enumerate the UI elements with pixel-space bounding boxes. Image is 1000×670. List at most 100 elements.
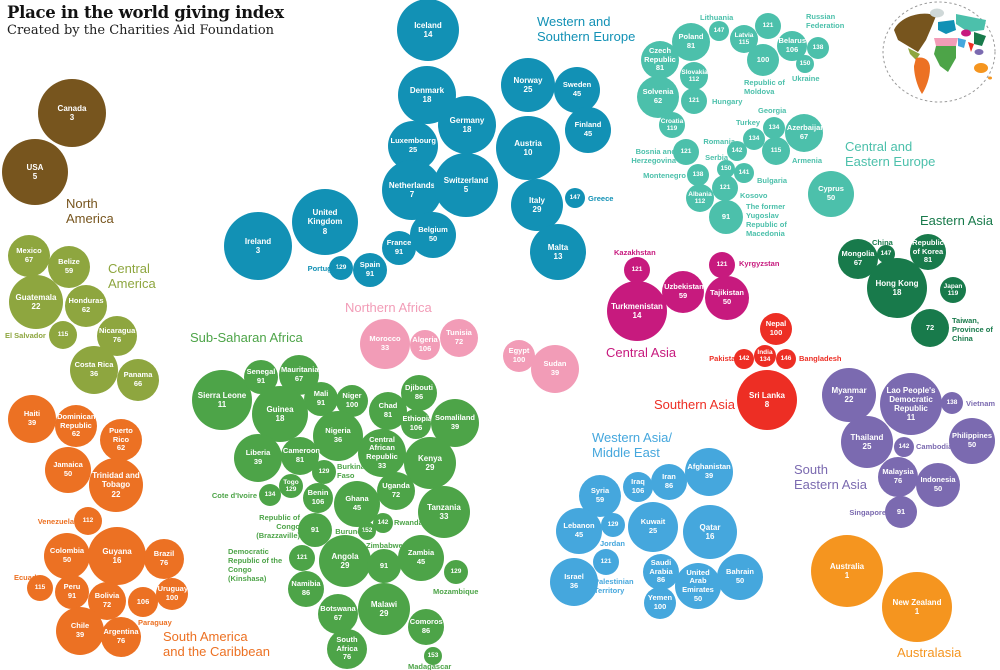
label-bulgaria: Bulgaria [757,176,788,185]
region-label-southern-asia: Southern Asia [654,397,735,412]
bubble-austria: Austria 10 [496,116,560,180]
bubble-australia: Australia 1 [811,535,883,607]
label-china: China [872,238,893,247]
label-montenegro: Montenegro [643,171,686,180]
bubble-sweden: Sweden 45 [554,67,600,113]
bubble-unlabeled: 121 [755,13,781,39]
bubble-albania: Albania 112 [686,184,714,212]
bubble-norway: Norway 25 [501,58,555,112]
bubble-brazil: Brazil 76 [144,539,184,579]
bubble-turkmenistan: Turkmenistan 14 [607,281,667,341]
region-label-north-america: North America [66,196,114,226]
bubble-lebanon: Lebanon 45 [556,508,602,554]
bubble-benin: Benin 106 [303,483,333,513]
bubble-malaysia: Malaysia 76 [878,457,918,497]
bubble-madagascar: 153 [424,647,442,665]
region-label-eastern-asia: Eastern Asia [920,213,993,228]
bubble-chad: Chad 81 [369,392,407,430]
bubble-yemen: Yemen 100 [644,587,676,619]
bubble-guinea: Guinea 18 [252,386,308,442]
bubble-ecuador: 115 [27,575,53,601]
bubble-uganda: Uganda 72 [377,472,415,510]
bubble-belgium: Belgium 50 [410,212,456,258]
bubble-poland: Poland 81 [672,23,710,61]
label-portugal: Portugal [307,264,338,273]
bubble-nigeria: Nigeria 36 [313,411,363,461]
label-turkey: Turkey [736,118,761,127]
label-democratic-republic-of-the-congo-kinshasa: Democratic Republic of the Congo (Kinsha… [228,547,283,583]
bubble-usa: USA 5 [2,139,68,205]
bubble-central-african-republic: Central African Republic 33 [358,429,406,477]
bubble-japan: Japan 119 [940,277,966,303]
bubble-montenegro: 138 [687,164,709,186]
bubble-mozambique: 129 [444,560,468,584]
label-bosnia-and-herzegovina: Bosnia and Herzegovina [631,147,676,165]
label-paraguay: Paraguay [138,618,172,627]
bubble-mongolia: Mongolia 67 [838,239,878,279]
bubble-bulgaria: 141 [734,163,754,183]
bubble-afghanistan: Afghanistan 39 [685,448,733,496]
label-lithuania: Lithuania [700,13,734,22]
bubble-tajikistan: Tajikistan 50 [705,276,749,320]
bubble-liberia: Liberia 39 [234,434,282,482]
label-ecuador: Ecuador [14,573,45,582]
bubble-india: India 134 [754,345,776,367]
bubble-netherlands: Netherlands 7 [382,160,442,220]
bubble-honduras: Honduras 62 [65,285,107,327]
bubble-serbia: 150 [717,160,735,178]
label-greece: Greece [588,194,614,203]
bubble-turkey: 134 [743,128,765,150]
bubble-colombia: Colombia 50 [44,533,90,579]
bubble-hong-kong: Hong Kong 18 [867,258,927,318]
bubble-romania: 142 [727,141,747,161]
bubble-uruguay: Uruguay 100 [156,578,188,610]
bubble-finland: Finland 45 [565,107,611,153]
bubble-luxembourg: Luxembourg 25 [388,121,438,171]
label-kosovo: Kosovo [740,191,768,200]
bubble-hungary: 121 [681,88,707,114]
bubble-czech-republic: Czech Republic 81 [641,41,679,79]
bubble-jamaica: Jamaica 50 [45,447,91,493]
bubble-kenya: Kenya 29 [404,437,456,489]
bubble-bangladesh: 146 [776,349,796,369]
bubble-cyprus: Cyprus 50 [808,171,854,217]
bubble-nepal: Nepal 100 [760,313,792,345]
region-label-south-eastern-asia: South Eastern Asia [794,462,867,492]
bubble-thailand: Thailand 25 [841,416,893,468]
label-burkina-faso: Burkina Faso [337,462,365,480]
bubble-spain: Spain 91 [353,253,387,287]
bubble-bosnia-and-herzegovina: 121 [673,139,699,165]
bubble-saudi-arabia: Saudi Arabia 86 [643,554,679,590]
bubble-russian-federation: 138 [807,37,829,59]
bubble-panama: Panama 66 [117,359,159,401]
region-label-northern-africa: Northern Africa [345,300,432,315]
bubble-dominican-republic: Dominican Republic 62 [55,405,97,447]
page-subtitle: Created by the Charities Aid Foundation [7,23,275,38]
bubble-palestinian-territory: 121 [593,549,619,575]
bubble-sudan: Sudan 39 [531,345,579,393]
bubble-trinidad-and-tobago: Trinidad and Tobago 22 [89,458,143,512]
bubble-sierra-leone: Sierra Leone 11 [192,370,252,430]
bubble-lao-people-s-democratic-republic: Lao People's Democratic Republic 11 [880,373,942,435]
label-burundi: Burundi [335,527,364,536]
label-zimbabwe: Zimbabwe [366,541,403,550]
bubble-united-kingdom: United Kingdom 8 [292,189,358,255]
bubble-singapore: 91 [885,496,917,528]
bubble-mexico: Mexico 67 [8,235,50,277]
region-label-western-and-southern-europe: Western and Southern Europe [537,14,636,44]
region-label-sub-saharan-africa: Sub-Saharan Africa [190,330,303,345]
bubble-united-arab-emirates: United Arab Emirates 50 [675,563,721,609]
bubble-iraq: Iraq 106 [623,472,653,502]
bubble-rwanda: 142 [373,513,393,533]
label-republic-of-moldova: Republic of Moldova [744,78,785,96]
label-russian-federation: Russian Federation [806,12,845,30]
bubble-the-former-yugoslav-republic-of-macedonia: 91 [709,200,743,234]
bubble-philippines: Philippines 50 [949,418,995,464]
label-madagascar: Madagascar [408,662,452,670]
label-kyrgyzstan: Kyrgyzstan [739,259,780,268]
bubble-indonesia: Indonesia 50 [916,463,960,507]
bubble-tanzania: Tanzania 33 [418,486,470,538]
bubble-germany: Germany 18 [438,96,496,154]
bubble-iceland: Iceland 14 [397,0,459,61]
label-bangladesh: Bangladesh [799,354,842,363]
